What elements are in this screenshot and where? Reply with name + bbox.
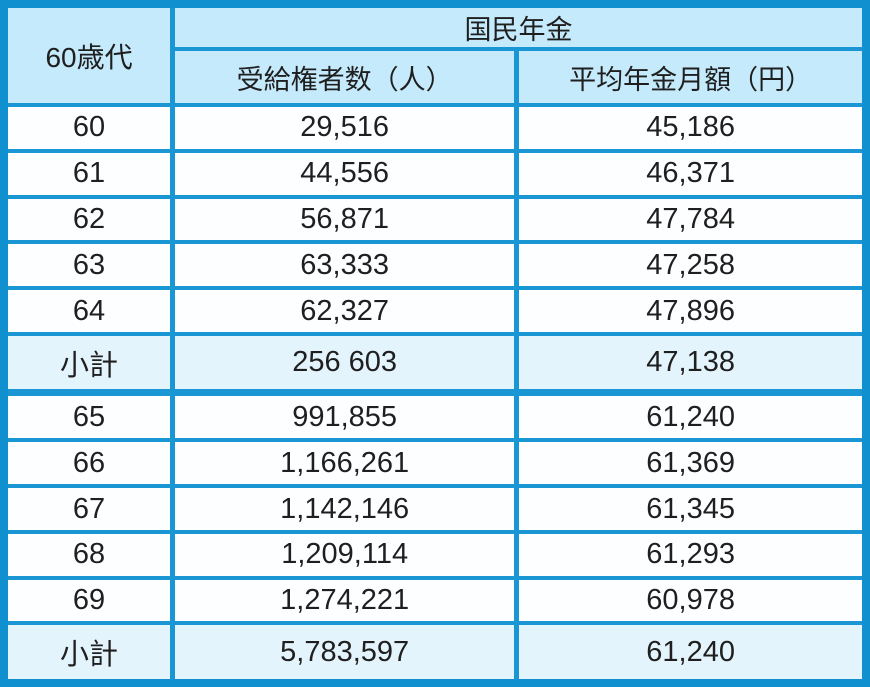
age-cell: 65: [1, 390, 176, 443]
age-cell: 68: [1, 529, 176, 580]
table-body: 60 29,516 45,186 61 44,556 46,371 62 56,…: [1, 103, 869, 685]
table-row: 66 1,166,261 61,369: [1, 438, 869, 489]
table-row: 62 56,871 47,784: [1, 194, 869, 245]
age-group-header: 60歳代: [1, 2, 176, 107]
recipients-cell: 56,871: [170, 194, 520, 245]
average-cell: 47,138: [514, 331, 869, 397]
recipients-cell: 256 603: [170, 331, 520, 397]
age-cell: 69: [1, 575, 176, 626]
table-row: 63 63,333 47,258: [1, 240, 869, 291]
recipients-cell: 5,783,597: [170, 621, 520, 685]
table-header: 60歳代 国民年金 受給権者数（人） 平均年金月額（円）: [1, 2, 869, 107]
table-title: 国民年金: [170, 2, 869, 51]
age-cell: 小計: [1, 621, 176, 685]
header-row-group: 60歳代 国民年金: [1, 2, 869, 107]
recipients-column-header: 受給権者数（人）: [170, 47, 520, 107]
recipients-cell: 62,327: [170, 286, 520, 336]
recipients-cell: 44,556: [170, 148, 520, 199]
table-row: 65 991,855 61,240: [1, 390, 869, 443]
age-cell: 62: [1, 194, 176, 245]
age-cell: 小計: [1, 331, 176, 397]
recipients-cell: 1,166,261: [170, 438, 520, 489]
table-row: 64 62,327 47,896: [1, 286, 869, 336]
average-cell: 46,371: [514, 148, 869, 199]
average-cell: 61,293: [514, 529, 869, 580]
recipients-cell: 63,333: [170, 240, 520, 291]
age-cell: 61: [1, 148, 176, 199]
recipients-cell: 991,855: [170, 390, 520, 443]
average-column-header: 平均年金月額（円）: [514, 47, 869, 107]
average-cell: 61,240: [514, 390, 869, 443]
recipients-cell: 1,142,146: [170, 484, 520, 534]
table-row: 69 1,274,221 60,978: [1, 575, 869, 626]
average-cell: 60,978: [514, 575, 869, 626]
subtotal-row: 小計 256 603 47,138: [1, 331, 869, 397]
average-cell: 47,784: [514, 194, 869, 245]
average-cell: 61,240: [514, 621, 869, 685]
subtotal-row: 小計 5,783,597 61,240: [1, 621, 869, 685]
table-row: 61 44,556 46,371: [1, 148, 869, 199]
recipients-cell: 1,274,221: [170, 575, 520, 626]
age-cell: 60: [1, 103, 176, 153]
average-cell: 61,369: [514, 438, 869, 489]
age-cell: 66: [1, 438, 176, 489]
age-cell: 63: [1, 240, 176, 291]
average-cell: 47,258: [514, 240, 869, 291]
header-row-columns: 受給権者数（人） 平均年金月額（円）: [4, 47, 869, 107]
age-cell: 67: [1, 484, 176, 534]
average-cell: 45,186: [514, 103, 869, 153]
table-row: 60 29,516 45,186: [1, 103, 869, 153]
age-cell: 64: [1, 286, 176, 336]
table-row: 67 1,142,146 61,345: [1, 484, 869, 534]
average-cell: 47,896: [514, 286, 869, 336]
table-row: 68 1,209,114 61,293: [1, 529, 869, 580]
recipients-cell: 29,516: [170, 103, 520, 153]
recipients-cell: 1,209,114: [170, 529, 520, 580]
average-cell: 61,345: [514, 484, 869, 534]
